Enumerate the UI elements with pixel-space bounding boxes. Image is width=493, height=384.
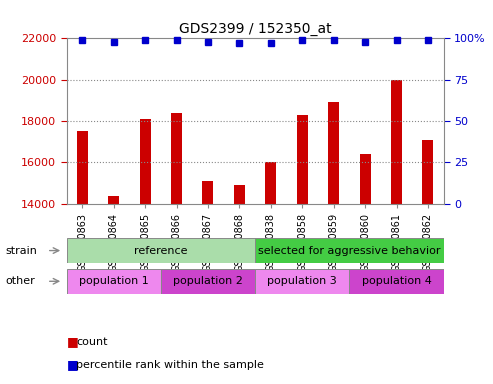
Bar (161, 269, 255, 294)
Title: GDS2399 / 152350_at: GDS2399 / 152350_at (179, 22, 331, 36)
Text: other: other (5, 276, 35, 286)
Bar (67, 269, 161, 294)
Text: population 4: population 4 (362, 276, 431, 286)
Text: count: count (76, 337, 108, 347)
Text: reference: reference (134, 245, 188, 256)
Text: selected for aggressive behavior: selected for aggressive behavior (258, 245, 441, 256)
Text: ■: ■ (67, 335, 78, 348)
Bar (77, 131, 88, 204)
Text: strain: strain (5, 245, 37, 256)
Bar (255, 269, 350, 294)
Bar (391, 80, 402, 204)
Text: population 1: population 1 (79, 276, 148, 286)
Text: ■: ■ (67, 358, 78, 371)
Bar (328, 103, 339, 204)
Bar (140, 119, 151, 204)
Bar (265, 162, 277, 204)
Bar (297, 115, 308, 204)
Bar (234, 185, 245, 204)
Bar (203, 181, 213, 204)
Bar (108, 196, 119, 204)
Bar (423, 139, 433, 204)
Bar (171, 113, 182, 204)
Bar (350, 269, 444, 294)
Text: population 2: population 2 (173, 276, 243, 286)
Bar (67, 238, 255, 263)
Text: percentile rank within the sample: percentile rank within the sample (76, 360, 264, 370)
Bar (255, 238, 444, 263)
Text: population 3: population 3 (267, 276, 337, 286)
Bar (359, 154, 371, 204)
